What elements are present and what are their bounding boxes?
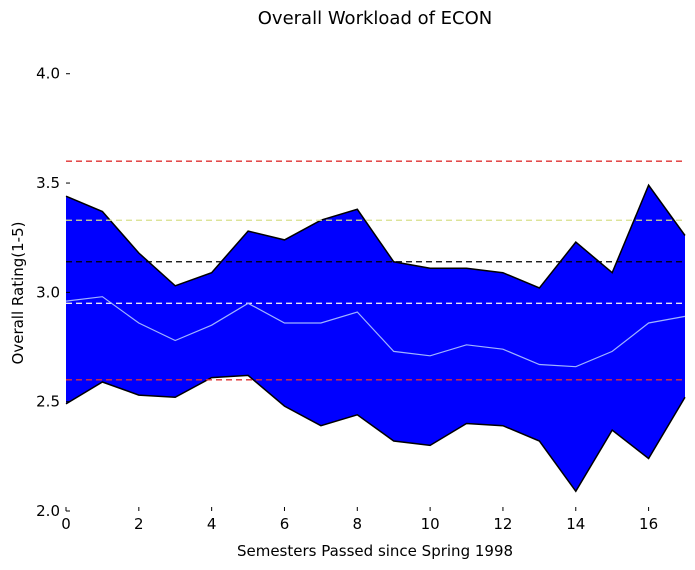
x-axis-label: Semesters Passed since Spring 1998 [237, 542, 513, 560]
rating-band-area [66, 185, 685, 492]
y-tick-label: 2.0 [36, 502, 60, 520]
x-axis-ticks: 0 2 4 6 8 10 12 14 16 [61, 507, 658, 533]
chart-title: Overall Workload of ECON [258, 8, 492, 29]
y-tick-label: 4.0 [36, 65, 60, 83]
mean-line-layer [65, 296, 686, 368]
y-tick-label: 3.0 [36, 283, 60, 301]
x-tick-label: 14 [566, 515, 585, 533]
y-axis-ticks: 2.0 2.5 3.0 3.5 4.0 [36, 65, 70, 520]
mean-rating-line [65, 296, 686, 368]
x-tick-label: 16 [639, 515, 658, 533]
x-tick-label: 0 [61, 515, 71, 533]
band-upper-edge [65, 183, 686, 289]
rating-band-layer [65, 183, 686, 493]
x-tick-label: 8 [353, 515, 363, 533]
x-tick-label: 2 [134, 515, 144, 533]
band-lower-edge [65, 374, 686, 493]
y-axis-label: Overall Rating(1-5) [9, 222, 27, 365]
x-tick-label: 4 [207, 515, 217, 533]
y-tick-label: 2.5 [36, 393, 60, 411]
y-tick-label: 3.5 [36, 174, 60, 192]
x-tick-label: 10 [421, 515, 440, 533]
x-tick-label: 6 [280, 515, 290, 533]
x-tick-label: 12 [493, 515, 512, 533]
reference-lines-layer [66, 160, 685, 381]
